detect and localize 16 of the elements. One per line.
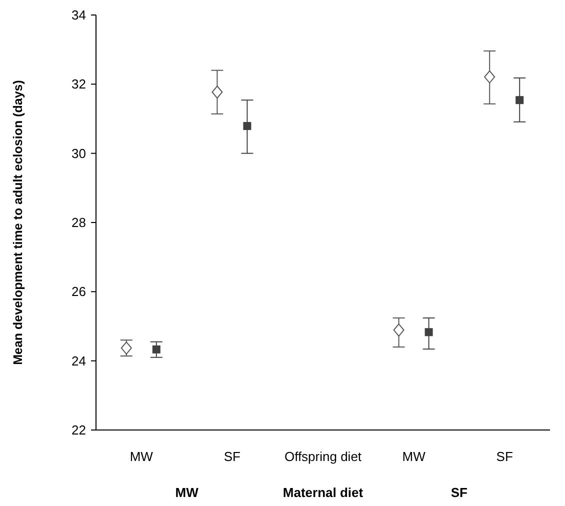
y-axis-title: Mean development time to adult eclosion (days) bbox=[11, 80, 25, 365]
y-tick-label: 26 bbox=[72, 284, 86, 300]
text: MW bbox=[175, 485, 200, 500]
y-tick-label: 24 bbox=[72, 353, 86, 368]
text: SF bbox=[450, 485, 468, 500]
x-tick-label: MW bbox=[402, 449, 426, 464]
x-tick-label: SF bbox=[496, 449, 513, 464]
text: Maternal diet bbox=[282, 485, 364, 500]
y-tick-label: 32 bbox=[72, 76, 86, 92]
y-tick-label: 30 bbox=[72, 146, 86, 161]
x-tick-label: SF bbox=[224, 449, 241, 464]
y-tick-label: 34 bbox=[72, 8, 86, 23]
y-tick-label: 28 bbox=[72, 215, 86, 230]
x-tick-label: Offspring diet bbox=[284, 449, 362, 464]
y-tick-label: 22 bbox=[72, 422, 86, 438]
x-tick-label: MW bbox=[130, 449, 154, 464]
